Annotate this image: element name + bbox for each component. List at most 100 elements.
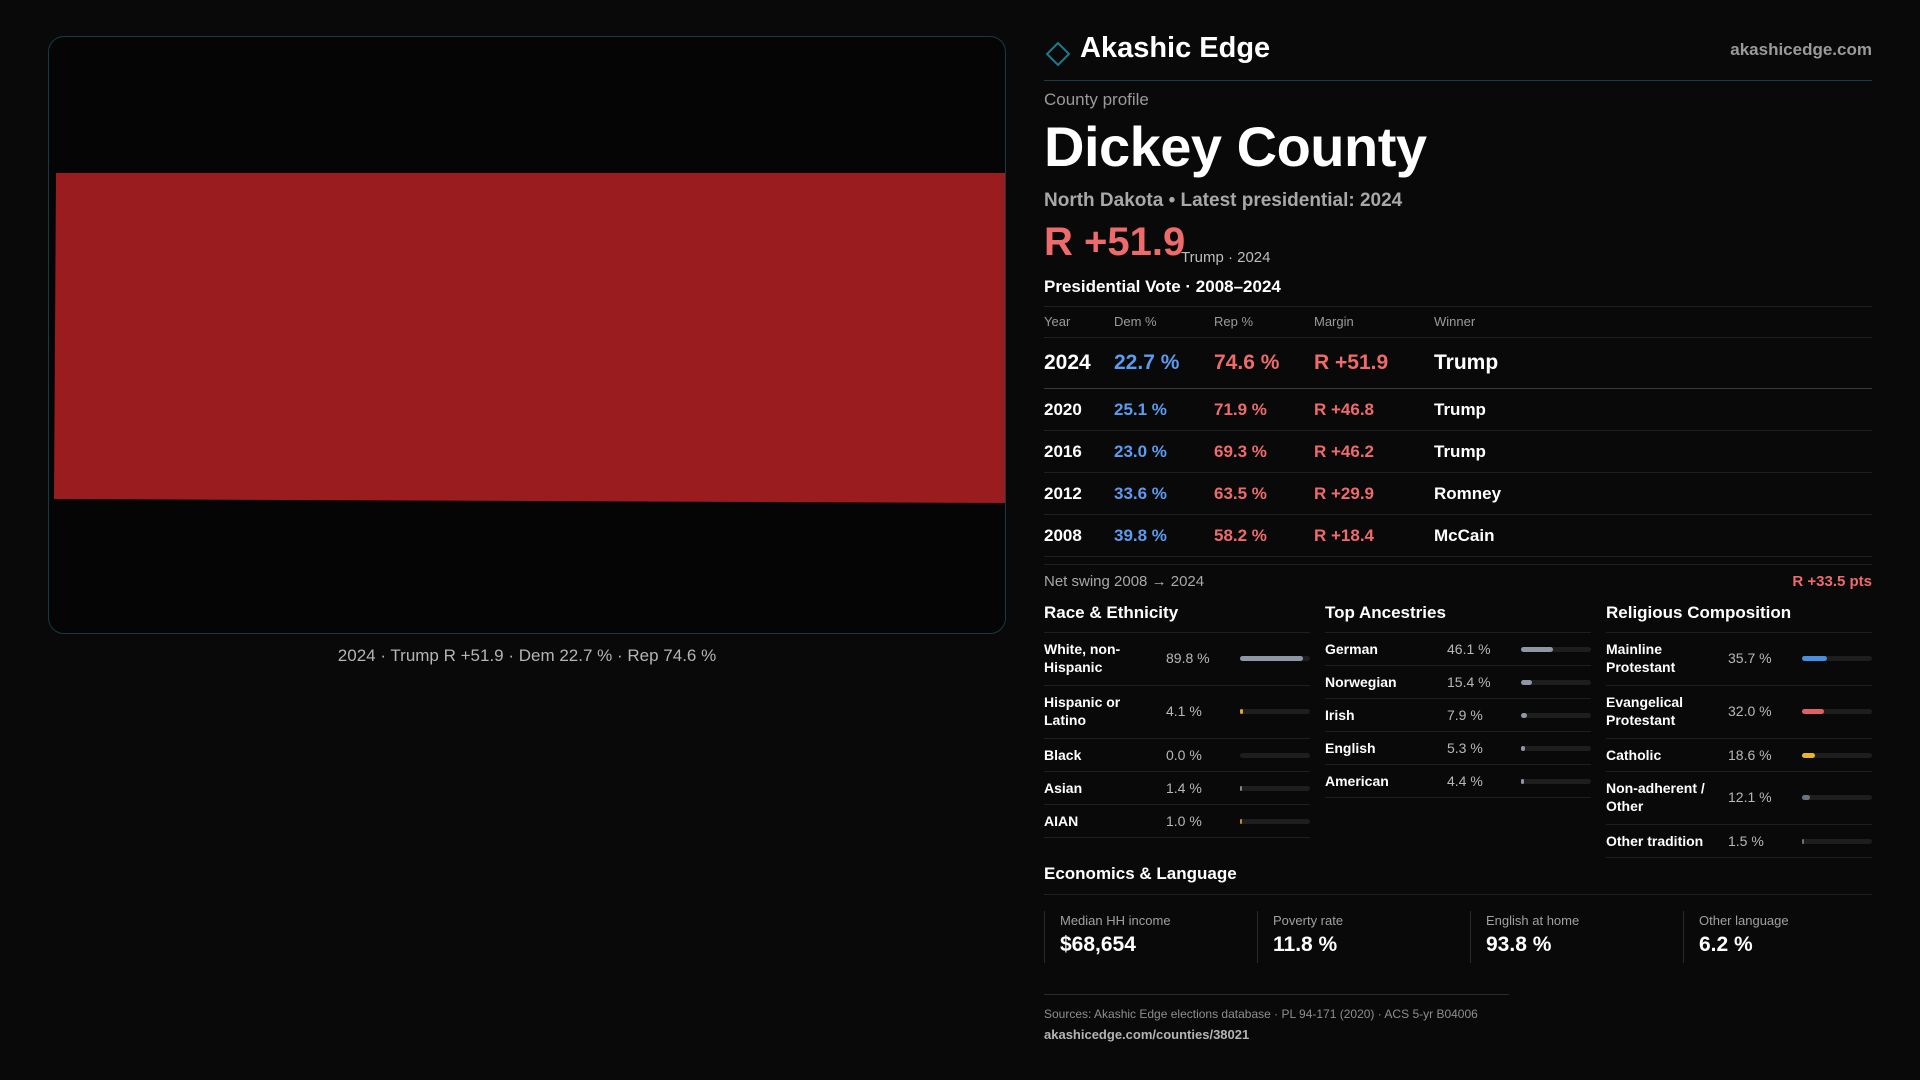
share-bar-fill xyxy=(1521,779,1525,784)
county-map[interactable] xyxy=(48,36,1006,634)
dem-pct-cell: 39.8 % xyxy=(1114,526,1167,545)
year-cell: 2012 xyxy=(1044,484,1082,503)
list-item: Other tradition 1.5 % xyxy=(1606,825,1872,858)
list-item: Irish 7.9 % xyxy=(1325,699,1591,732)
margin-cell: R +46.8 xyxy=(1314,400,1375,419)
headline-margin: R +51.9 xyxy=(1044,220,1186,264)
share-bar xyxy=(1521,713,1591,718)
item-label: Other tradition xyxy=(1606,833,1704,849)
list-item: White, non-Hispanic 89.8 % xyxy=(1044,633,1310,686)
share-bar-fill xyxy=(1521,647,1554,652)
item-label: Non-adherent / Other xyxy=(1606,780,1705,814)
share-bar xyxy=(1521,779,1591,784)
item-value: 35.7 % xyxy=(1728,650,1772,666)
year-cell: 2016 xyxy=(1044,442,1082,461)
stat-value: 93.8 % xyxy=(1486,933,1552,956)
margin-cell: R +51.9 xyxy=(1314,351,1389,374)
list-item: Asian 1.4 % xyxy=(1044,772,1310,805)
rep-pct-cell: 63.5 % xyxy=(1214,484,1267,503)
share-bar xyxy=(1802,753,1872,758)
item-label: Evangelical Protestant xyxy=(1606,694,1684,728)
item-value: 4.1 % xyxy=(1166,703,1202,719)
stat-card: Median HH income $68,654 xyxy=(1044,911,1237,963)
share-bar-fill xyxy=(1521,746,1525,751)
share-bar xyxy=(1802,656,1872,661)
dem-pct-cell: 23.0 % xyxy=(1114,442,1167,461)
stat-card: Other language 6.2 % xyxy=(1683,911,1876,963)
list-item: Black 0.0 % xyxy=(1044,739,1310,772)
brand-name[interactable]: Akashic Edge xyxy=(1080,32,1271,64)
share-bar xyxy=(1521,680,1591,685)
share-bar-fill xyxy=(1240,656,1303,661)
table-row: 2008 39.8 % 58.2 % R +18.4 McCain xyxy=(1044,515,1872,557)
stat-card: Poverty rate 11.8 % xyxy=(1257,911,1450,963)
item-value: 1.0 % xyxy=(1166,813,1202,829)
religion-section: Religious Composition Mainline Protestan… xyxy=(1606,600,1872,858)
list-item: Hispanic or Latino 4.1 % xyxy=(1044,686,1310,739)
item-label: Norwegian xyxy=(1325,674,1397,690)
rep-pct-cell: 71.9 % xyxy=(1214,400,1267,419)
page-subtitle: North Dakota • Latest presidential: 2024 xyxy=(1044,190,1403,211)
item-label: Catholic xyxy=(1606,747,1662,763)
share-bar-fill xyxy=(1240,786,1242,791)
net-swing-row: Net swing 2008 → 2024 R +33.5 pts xyxy=(1044,564,1872,591)
economics-section: Median HH income $68,654 Poverty rate 11… xyxy=(1044,894,1872,971)
item-value: 0.0 % xyxy=(1166,747,1202,763)
share-bar-fill xyxy=(1802,839,1804,844)
item-label: Hispanic or Latino xyxy=(1044,694,1121,728)
page-eyebrow: County profile xyxy=(1044,90,1149,109)
county-shape[interactable] xyxy=(54,173,1006,503)
brand-url-link[interactable]: akashicedge.com xyxy=(1730,40,1872,59)
column-header: Rep % xyxy=(1214,314,1254,329)
table-row: 2020 25.1 % 71.9 % R +46.8 Trump xyxy=(1044,389,1872,431)
stat-label: Median HH income xyxy=(1060,913,1171,928)
share-bar xyxy=(1521,647,1591,652)
sources-text: Sources: Akashic Edge elections database… xyxy=(1044,1007,1478,1021)
item-label: Irish xyxy=(1325,707,1355,723)
winner-cell: Trump xyxy=(1434,400,1486,419)
stat-value: $68,654 xyxy=(1060,933,1136,956)
share-bar-fill xyxy=(1802,795,1811,800)
table-row: 2012 33.6 % 63.5 % R +29.9 Romney xyxy=(1044,473,1872,515)
ancestries-section: Top Ancestries German 46.1 % Norwegian 1… xyxy=(1325,600,1591,798)
item-label: English xyxy=(1325,740,1376,756)
share-bar-fill xyxy=(1802,753,1816,758)
share-bar-fill xyxy=(1240,819,1242,824)
item-value: 32.0 % xyxy=(1728,703,1772,719)
column-header: Margin xyxy=(1314,314,1354,329)
share-bar xyxy=(1240,819,1310,824)
margin-cell: R +29.9 xyxy=(1314,484,1375,503)
column-header: Dem % xyxy=(1114,314,1157,329)
year-cell: 2008 xyxy=(1044,526,1082,545)
sources-footer: Sources: Akashic Edge elections database… xyxy=(1044,994,1509,1042)
winner-cell: Trump xyxy=(1434,442,1486,461)
share-bar-fill xyxy=(1521,713,1527,718)
share-bar-fill xyxy=(1802,709,1825,714)
table-row: 2016 23.0 % 69.3 % R +46.2 Trump xyxy=(1044,431,1872,473)
item-label: White, non-Hispanic xyxy=(1044,641,1121,675)
share-bar xyxy=(1240,656,1310,661)
item-value: 18.6 % xyxy=(1728,747,1772,763)
share-bar xyxy=(1240,709,1310,714)
item-label: AIAN xyxy=(1044,813,1079,829)
list-item: Norwegian 15.4 % xyxy=(1325,666,1591,699)
economics-title: Economics & Language xyxy=(1044,864,1237,883)
year-cell: 2024 xyxy=(1044,351,1091,374)
item-label: Asian xyxy=(1044,780,1083,796)
source-url-link[interactable]: akashicedge.com/counties/38021 xyxy=(1044,1027,1250,1042)
list-item: English 5.3 % xyxy=(1325,732,1591,765)
share-bar xyxy=(1240,786,1310,791)
margin-cell: R +18.4 xyxy=(1314,526,1375,545)
race-ethnicity-section: Race & Ethnicity White, non-Hispanic 89.… xyxy=(1044,600,1310,838)
map-caption: 2024 · Trump R +51.9 · Dem 22.7 % · Rep … xyxy=(337,646,717,665)
share-bar xyxy=(1802,795,1872,800)
share-bar xyxy=(1802,709,1872,714)
item-label: American xyxy=(1325,773,1389,789)
profile-panel: Akashic Edge akashicedge.com County prof… xyxy=(1044,0,1872,1080)
stat-card: English at home 93.8 % xyxy=(1470,911,1663,963)
item-value: 89.8 % xyxy=(1166,650,1210,666)
list-item: American 4.4 % xyxy=(1325,765,1591,798)
rep-pct-cell: 69.3 % xyxy=(1214,442,1267,461)
list-item: Catholic 18.6 % xyxy=(1606,739,1872,772)
vote-table-heading: Presidential Vote · 2008–2024 xyxy=(1044,277,1281,296)
